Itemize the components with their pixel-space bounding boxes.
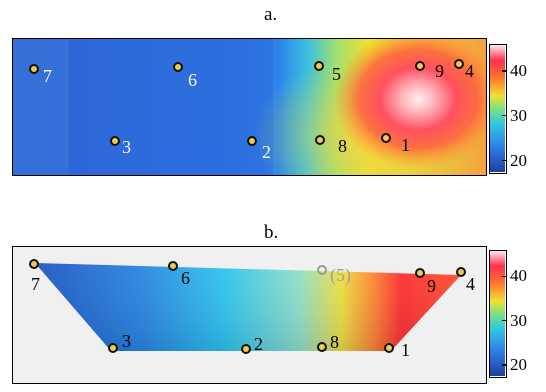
b-sensor-marker-4 [456, 267, 466, 277]
a-sensor-marker-5 [314, 61, 324, 71]
b-sensor-label-9: 9 [427, 276, 436, 296]
b-colorbar-tick-30 [502, 319, 507, 322]
a-sensor-label-4: 4 [465, 61, 474, 81]
b-colorbar-tick-label-30: 30 [510, 310, 527, 330]
b-sensor-marker-5 [317, 265, 327, 275]
a-colorbar-tick-label-40: 40 [510, 60, 527, 80]
a-colorbar-tick-label-30: 30 [510, 105, 527, 125]
b-sensor-marker-1 [384, 343, 394, 353]
b-colorbar-tick-40 [502, 275, 507, 278]
panel-b-label: b. [264, 222, 279, 243]
panel-a-label: a. [264, 4, 278, 25]
b-sensor-marker-8 [317, 342, 327, 352]
a-sensor-label-9: 9 [435, 61, 444, 81]
b-sensor-label-4: 4 [466, 274, 475, 294]
b-sensor-marker-2 [241, 344, 251, 354]
a-sensor-label-7: 7 [43, 66, 52, 86]
b-sensor-marker-3 [108, 343, 118, 353]
b-sensor-label-5: (5) [330, 265, 351, 285]
a-colorbar-tick-30 [502, 114, 507, 117]
a-colorbar-tick-20 [502, 159, 507, 162]
a-sensor-marker-8 [315, 135, 325, 145]
thermal-image [13, 39, 486, 175]
b-sensor-label-1: 1 [401, 340, 410, 360]
a-sensor-marker-2 [247, 136, 257, 146]
a-sensor-label-2: 2 [262, 142, 271, 162]
b-sensor-label-2: 2 [254, 334, 263, 354]
b-colorbar-tick-label-20: 20 [510, 354, 527, 374]
a-colorbar-tick-label-20: 20 [510, 150, 527, 170]
b-colorbar-tick-label-40: 40 [510, 266, 527, 286]
a-sensor-label-3: 3 [122, 137, 131, 157]
a-sensor-marker-7 [29, 64, 39, 74]
a-colorbar-tick-40 [502, 70, 507, 72]
b-sensor-marker-6 [168, 261, 178, 271]
b-sensor-label-3: 3 [122, 331, 131, 351]
colorbar-a [489, 44, 507, 174]
a-sensor-label-8: 8 [338, 136, 347, 156]
colorbar-b [489, 250, 507, 378]
thermal-image-panel [12, 38, 487, 176]
a-sensor-marker-4 [454, 59, 464, 69]
b-sensor-label-8: 8 [330, 332, 339, 352]
b-sensor-label-7: 7 [31, 274, 40, 294]
a-sensor-label-1: 1 [401, 135, 410, 155]
interpolated-map-panel [12, 246, 487, 384]
b-sensor-marker-7 [29, 259, 39, 269]
a-sensor-label-5: 5 [332, 64, 341, 84]
a-sensor-label-6: 6 [188, 70, 197, 90]
b-sensor-label-6: 6 [181, 268, 190, 288]
a-sensor-marker-9 [415, 61, 425, 71]
b-colorbar-tick-20 [502, 364, 507, 366]
a-sensor-marker-6 [173, 62, 183, 72]
b-sensor-marker-9 [415, 268, 425, 278]
interpolated-map [35, 263, 461, 351]
a-sensor-marker-1 [381, 133, 391, 143]
a-sensor-marker-3 [110, 136, 120, 146]
